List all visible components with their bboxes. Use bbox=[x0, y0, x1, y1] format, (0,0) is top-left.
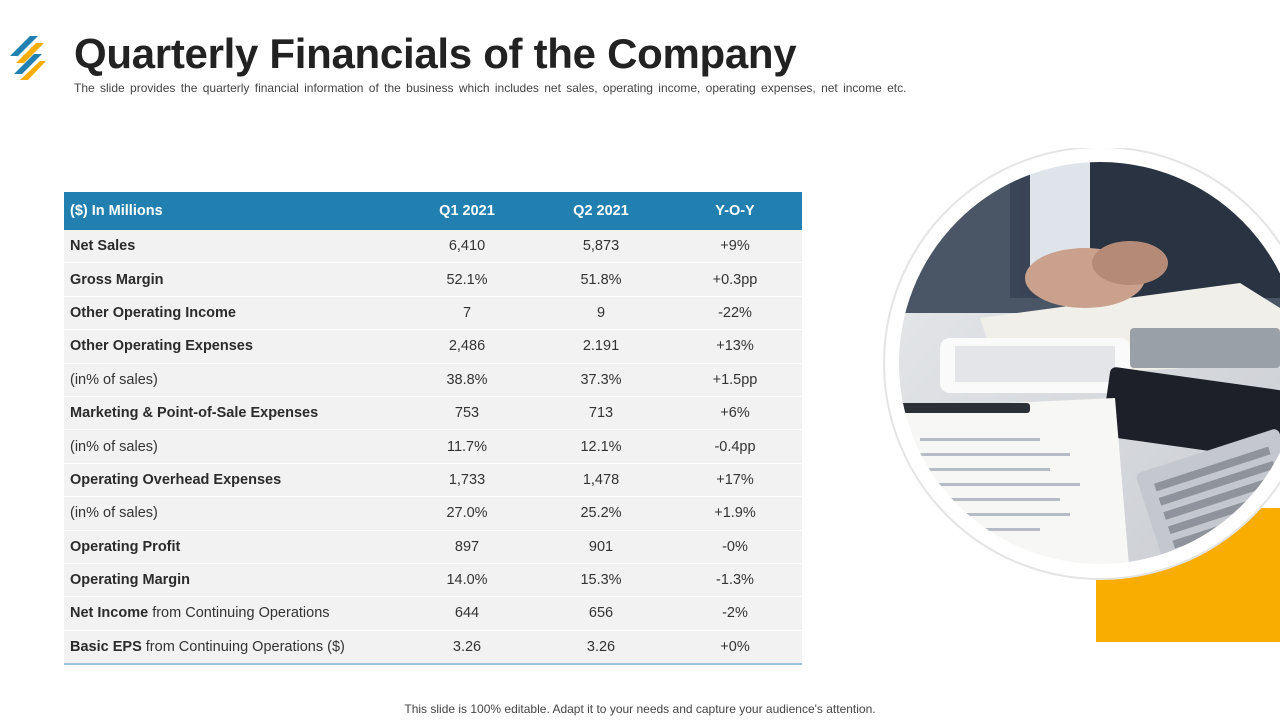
cell-yoy: +9% bbox=[668, 230, 802, 264]
table-row: Operating Margin 14.0% 15.3% -1.3% bbox=[64, 563, 802, 598]
cell-q1: 14.0% bbox=[400, 563, 534, 598]
table-row: Gross Margin 52.1% 51.8% +0.3pp bbox=[64, 262, 802, 297]
row-label: (in% of sales) bbox=[64, 496, 400, 531]
cell-q1: 897 bbox=[400, 530, 534, 564]
table-body: Net Sales 6,410 5,873 +9% Gross Margin 52.1% 5… bbox=[64, 230, 802, 666]
cell-q1: 6,410 bbox=[400, 230, 534, 264]
table-row: (in% of sales) 38.8% 37.3% +1.5pp bbox=[64, 363, 802, 397]
cell-q1: 7 bbox=[400, 296, 534, 331]
row-label-bold: Operating Profit bbox=[70, 538, 181, 555]
cell-q1: 38.8% bbox=[400, 363, 534, 397]
cell-q2: 12.1% bbox=[534, 429, 668, 464]
row-label: Operating Overhead Expenses bbox=[64, 463, 400, 498]
row-label-bold: Net Sales bbox=[70, 238, 136, 255]
row-label-bold: Marketing & Point-of-Sale Expenses bbox=[70, 405, 319, 422]
row-label-bold: Gross Margin bbox=[70, 271, 164, 288]
row-label-text: from Continuing Operations ($) bbox=[141, 638, 345, 655]
cell-yoy: +13% bbox=[668, 329, 802, 364]
cell-q1: 644 bbox=[400, 596, 534, 631]
row-label-text: (in% of sales) bbox=[70, 505, 158, 522]
cell-q2: 1,478 bbox=[534, 463, 668, 498]
cell-q1: 11.7% bbox=[400, 429, 534, 464]
cell-q2: 2.191 bbox=[534, 329, 668, 364]
cell-yoy: +0% bbox=[668, 630, 802, 666]
row-label: (in% of sales) bbox=[64, 429, 400, 464]
table-row: Marketing & Point-of-Sale Expenses 753 713… bbox=[64, 396, 802, 431]
row-label: Gross Margin bbox=[64, 262, 400, 297]
cell-yoy: -1.3% bbox=[668, 563, 802, 598]
cell-q1: 1,733 bbox=[400, 463, 534, 498]
row-label-bold: Other Operating Expenses bbox=[70, 338, 253, 355]
financials-table: ($) In Millions Q1 2021 Q2 2021 Y-O-Y Ne… bbox=[64, 192, 802, 666]
table-header-row: ($) In Millions Q1 2021 Q2 2021 Y-O-Y bbox=[64, 192, 802, 230]
row-label-bold: Net Income bbox=[70, 605, 149, 622]
row-label: Basic EPS from Continuing Operations ($) bbox=[64, 630, 400, 666]
row-label: Net Sales bbox=[64, 230, 400, 264]
row-label: Net Income from Continuing Operations bbox=[64, 596, 400, 631]
cell-yoy: -2% bbox=[668, 596, 802, 631]
table-row: Basic EPS from Continuing Operations ($)… bbox=[64, 630, 802, 666]
cell-q1: 3.26 bbox=[400, 630, 534, 666]
column-header-q2: Q2 2021 bbox=[534, 192, 668, 230]
cell-yoy: -0.4pp bbox=[668, 429, 802, 464]
cell-q1: 52.1% bbox=[400, 262, 534, 297]
cell-yoy: +6% bbox=[668, 396, 802, 431]
row-label-bold: Operating Overhead Expenses bbox=[70, 471, 282, 488]
cell-q1: 753 bbox=[400, 396, 534, 431]
table-row: (in% of sales) 27.0% 25.2% +1.9% bbox=[64, 496, 802, 531]
cell-yoy: +1.5pp bbox=[668, 363, 802, 397]
row-label-bold: Basic EPS bbox=[70, 638, 142, 655]
slash-stripes-logo-icon bbox=[10, 36, 46, 80]
row-label: Operating Margin bbox=[64, 563, 400, 598]
page-subtitle: The slide provides the quarterly financi… bbox=[74, 81, 907, 95]
cell-q2: 37.3% bbox=[534, 363, 668, 397]
row-label-bold: Operating Margin bbox=[70, 572, 191, 589]
column-header-q1: Q1 2021 bbox=[400, 192, 534, 230]
cell-q2: 25.2% bbox=[534, 496, 668, 531]
row-label-bold: Other Operating Income bbox=[70, 304, 236, 321]
cell-q2: 713 bbox=[534, 396, 668, 431]
cell-yoy: -0% bbox=[668, 530, 802, 564]
cell-yoy: -22% bbox=[668, 296, 802, 331]
cell-q1: 27.0% bbox=[400, 496, 534, 531]
cell-q1: 2,486 bbox=[400, 329, 534, 364]
cell-q2: 901 bbox=[534, 530, 668, 564]
row-label: Operating Profit bbox=[64, 530, 400, 564]
row-label: Marketing & Point-of-Sale Expenses bbox=[64, 396, 400, 431]
cell-q2: 15.3% bbox=[534, 563, 668, 598]
cell-q2: 5,873 bbox=[534, 230, 668, 264]
cell-q2: 656 bbox=[534, 596, 668, 631]
cell-q2: 3.26 bbox=[534, 630, 668, 666]
office-desk-photo bbox=[880, 146, 1280, 642]
cell-yoy: +1.9% bbox=[668, 496, 802, 531]
row-label: Other Operating Expenses bbox=[64, 329, 400, 364]
table-row: Operating Overhead Expenses 1,733 1,478 +17… bbox=[64, 463, 802, 498]
table-row: Operating Profit 897 901 -0% bbox=[64, 530, 802, 564]
row-label: (in% of sales) bbox=[64, 363, 400, 397]
page-title: Quarterly Financials of the Company bbox=[74, 30, 797, 77]
table-row: Net Income from Continuing Operations 644… bbox=[64, 596, 802, 631]
cell-q2: 9 bbox=[534, 296, 668, 331]
cell-yoy: +0.3pp bbox=[668, 262, 802, 297]
row-label-text: from Continuing Operations bbox=[148, 605, 330, 622]
footer-note: This slide is 100% editable. Adapt it to… bbox=[404, 702, 876, 716]
cell-yoy: +17% bbox=[668, 463, 802, 498]
table-row: Other Operating Income 7 9 -22% bbox=[64, 296, 802, 331]
table-row: Net Sales 6,410 5,873 +9% bbox=[64, 230, 802, 264]
table-row: Other Operating Expenses 2,486 2.191 +13% bbox=[64, 329, 802, 364]
row-label-text: (in% of sales) bbox=[70, 371, 158, 388]
column-header-yoy: Y-O-Y bbox=[668, 192, 802, 230]
row-label-text: (in% of sales) bbox=[70, 438, 158, 455]
table-row: (in% of sales) 11.7% 12.1% -0.4pp bbox=[64, 429, 802, 464]
cell-q2: 51.8% bbox=[534, 262, 668, 297]
column-header-units: ($) In Millions bbox=[64, 192, 400, 230]
row-label: Other Operating Income bbox=[64, 296, 400, 331]
